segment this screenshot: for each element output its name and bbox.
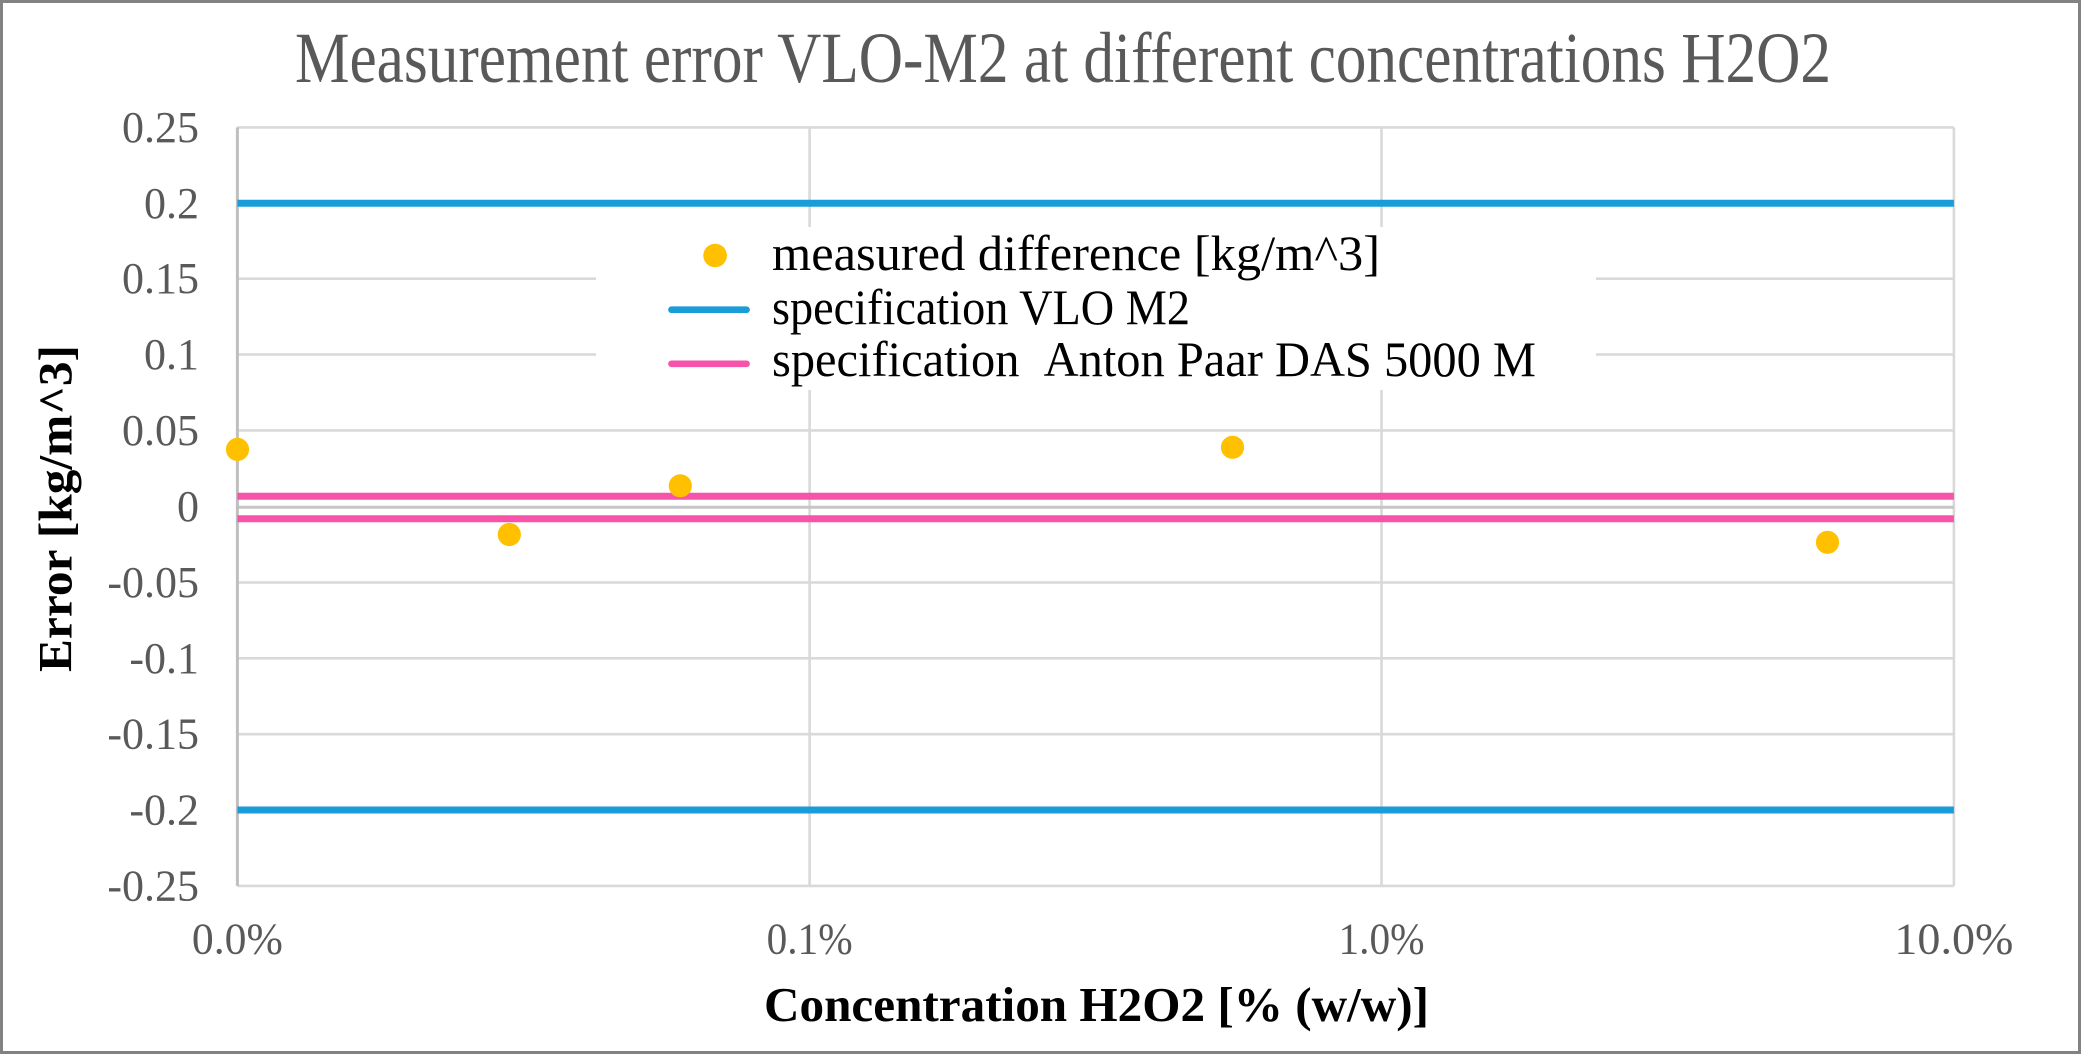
svg-text:0: 0	[177, 482, 199, 531]
svg-text:Error [kg/m^3]: Error [kg/m^3]	[30, 345, 83, 672]
svg-text:0.1%: 0.1%	[767, 915, 853, 964]
svg-text:1.0%: 1.0%	[1339, 915, 1425, 964]
svg-text:0.15: 0.15	[122, 254, 199, 303]
svg-text:0.0%: 0.0%	[192, 915, 283, 964]
svg-text:specification VLO M2: specification VLO M2	[772, 279, 1190, 335]
svg-text:-0.15: -0.15	[107, 710, 199, 759]
svg-text:specification Anton Paar DAS: specification Anton Paar DAS 5000 M	[772, 331, 1536, 387]
svg-text:0.25: 0.25	[122, 103, 199, 152]
svg-text:0.05: 0.05	[122, 406, 199, 455]
svg-text:-0.1: -0.1	[129, 634, 199, 683]
svg-text:10.0%: 10.0%	[1894, 915, 2013, 964]
svg-text:measured difference [kg/m^3]: measured difference [kg/m^3]	[772, 225, 1380, 281]
svg-text:0.2: 0.2	[144, 179, 199, 228]
svg-text:Measurement error VLO-M2 at di: Measurement error VLO-M2 at different co…	[295, 18, 1831, 98]
svg-text:-0.25: -0.25	[107, 861, 199, 910]
svg-text:-0.2: -0.2	[129, 786, 199, 835]
svg-text:-0.05: -0.05	[107, 558, 199, 607]
svg-text:Concentration H2O2 [% (w/w)]: Concentration H2O2 [% (w/w)]	[764, 977, 1429, 1032]
svg-text:0.1: 0.1	[144, 330, 199, 379]
